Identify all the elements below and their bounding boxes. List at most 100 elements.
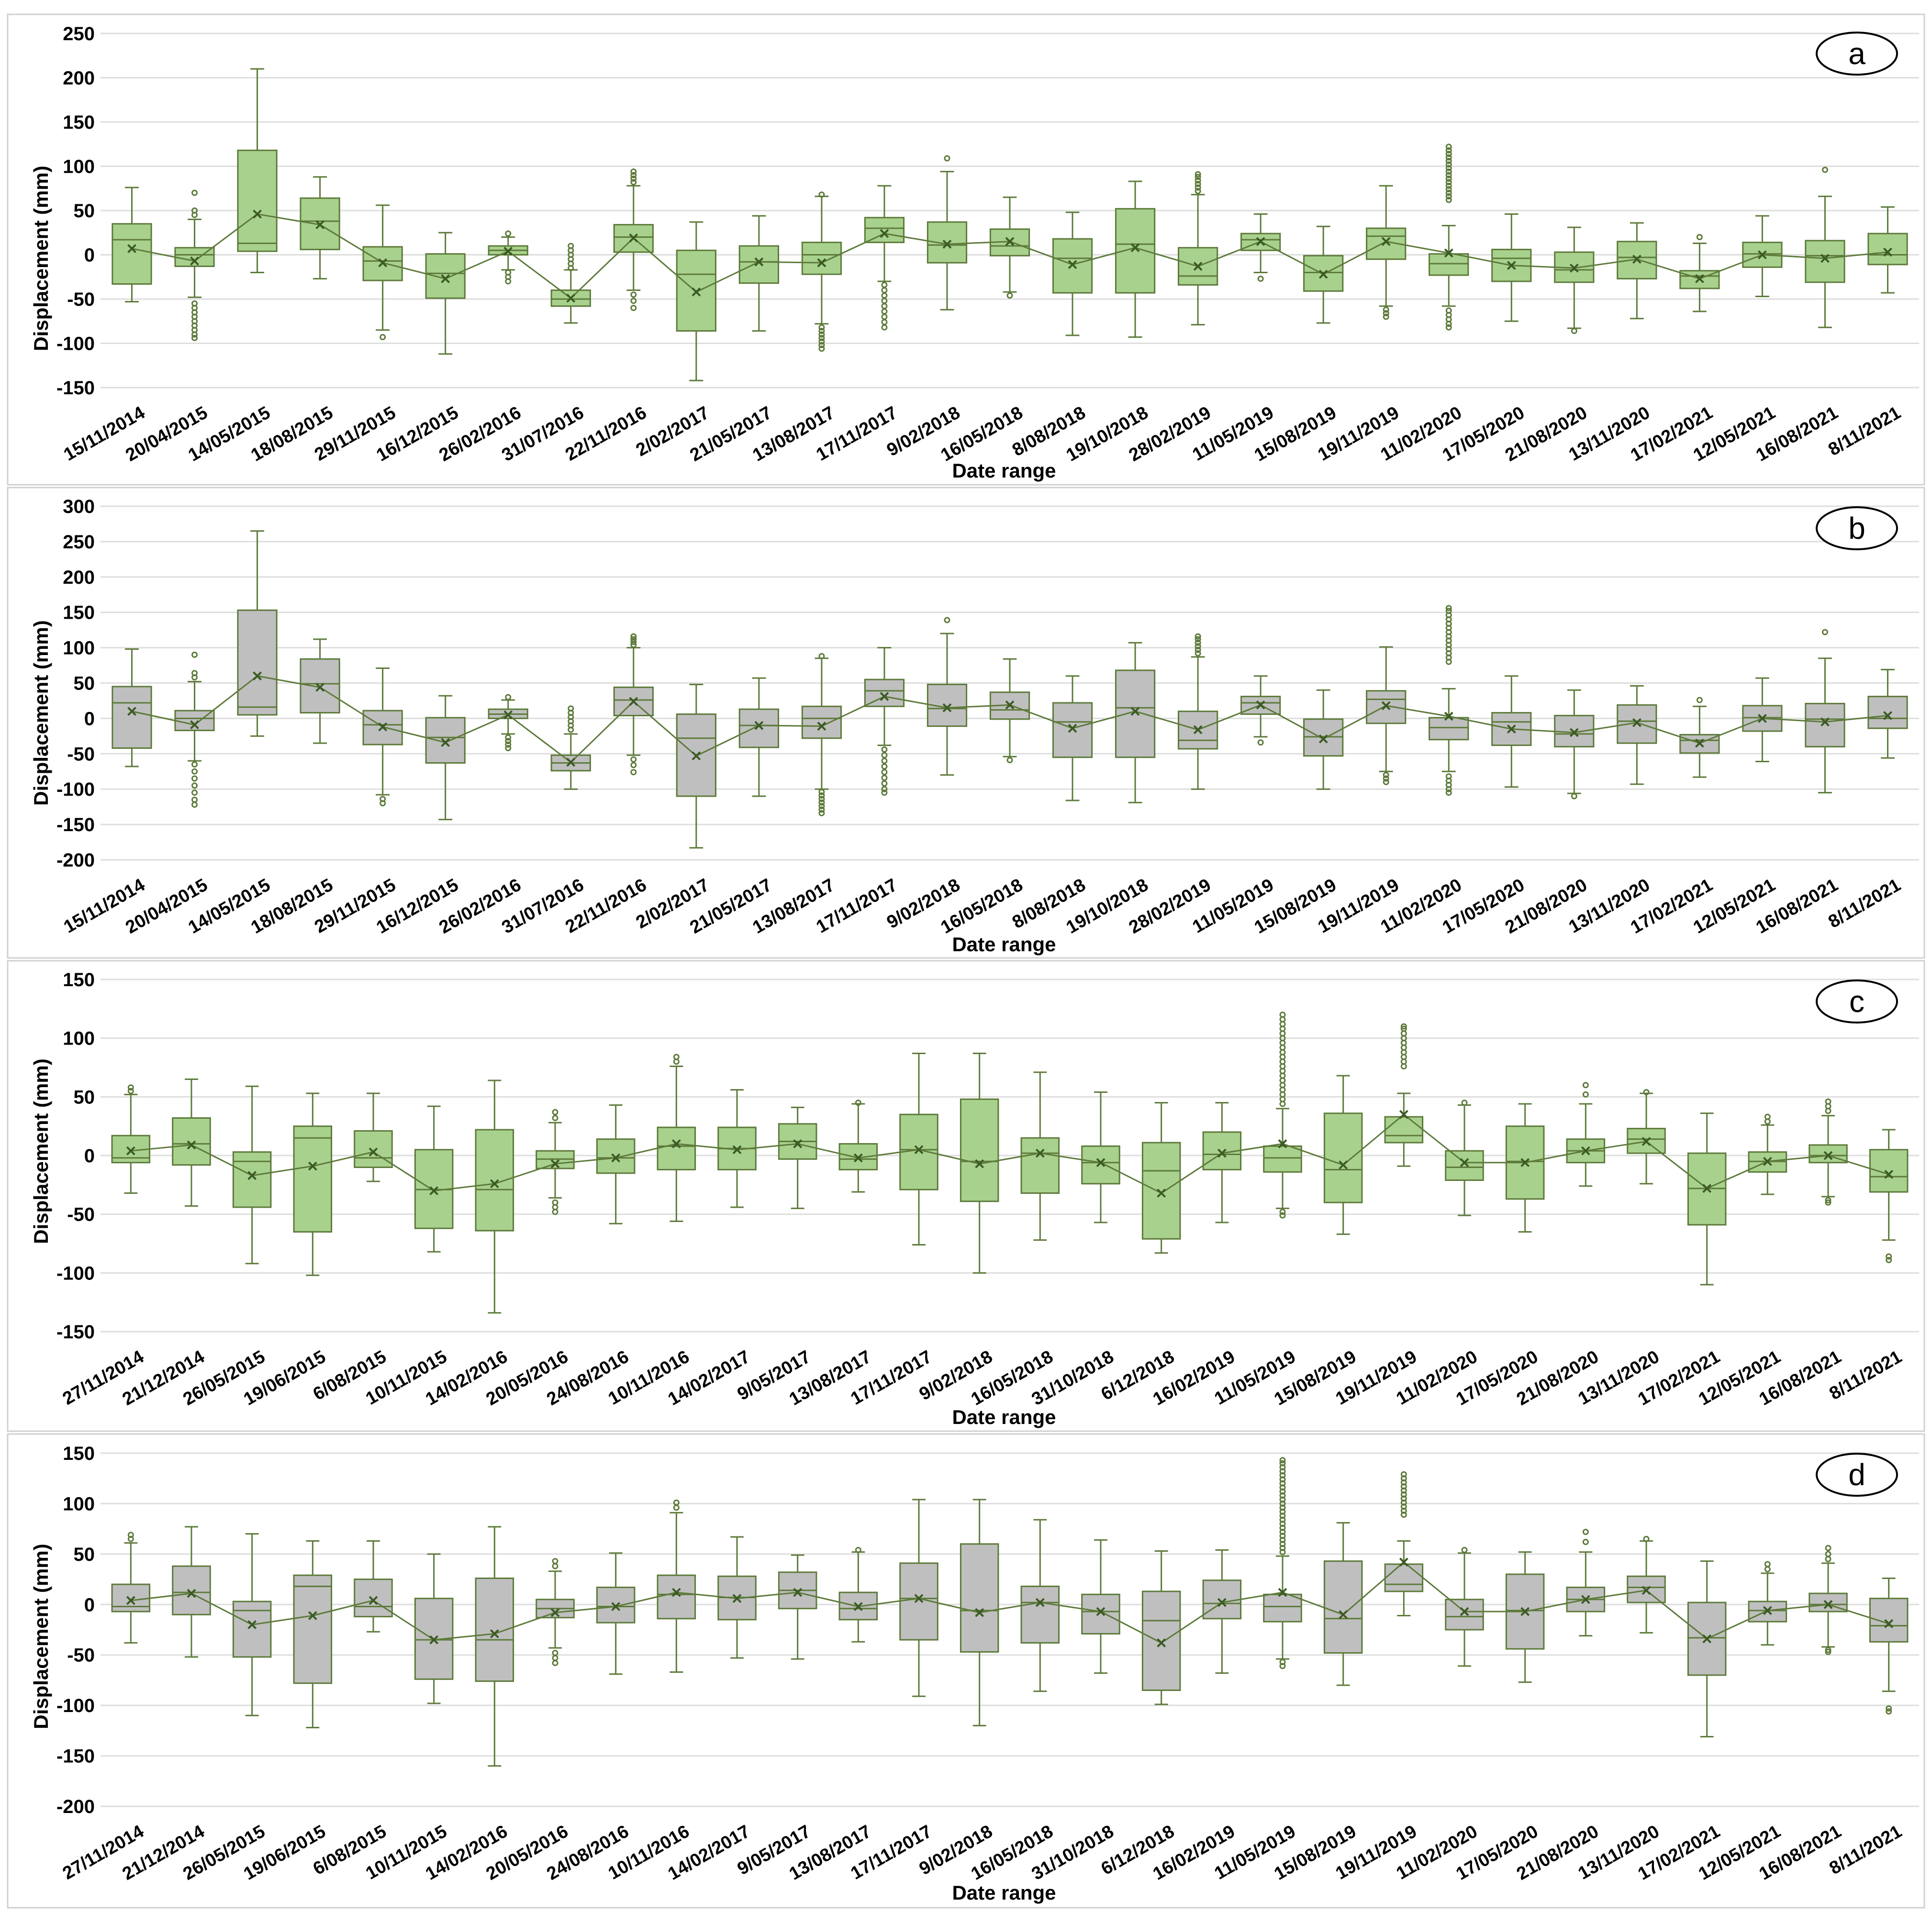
mean-marker <box>566 757 576 767</box>
outlier-point <box>1582 1528 1589 1535</box>
box-26/02/2016 <box>488 230 528 285</box>
mean-marker <box>247 1620 257 1629</box>
outlier-point <box>1582 1539 1589 1546</box>
iqr-box <box>1052 702 1093 758</box>
box-11/02/2020 <box>1445 1100 1484 1216</box>
iqr-box <box>1617 704 1657 744</box>
iqr-box <box>657 1574 696 1620</box>
outlier-point <box>1195 171 1201 178</box>
mean-marker <box>441 274 450 283</box>
outlier-point <box>818 792 825 799</box>
mean-marker <box>1399 1110 1408 1119</box>
y-tick-label: 150 <box>63 112 95 133</box>
iqr-box <box>293 1125 333 1233</box>
mean-marker <box>1507 724 1516 734</box>
mean-marker <box>1444 248 1453 258</box>
outlier-point <box>191 331 198 338</box>
outlier-point <box>1195 646 1201 653</box>
outlier-point <box>568 726 574 733</box>
y-tick-label: 200 <box>63 68 95 89</box>
outlier-point <box>1257 739 1264 746</box>
iqr-box <box>960 1543 999 1653</box>
outlier-point <box>1400 1023 1407 1030</box>
mean-marker <box>429 1635 439 1645</box>
outlier-point <box>1279 1663 1286 1669</box>
mean-marker <box>1581 1595 1590 1604</box>
outlier-point <box>1764 1561 1771 1568</box>
mean-marker <box>187 1589 196 1598</box>
mean-marker <box>1569 728 1579 737</box>
outlier-point <box>1445 193 1452 200</box>
gridlines <box>101 33 1919 389</box>
mean-marker <box>1130 707 1140 716</box>
panel-label-badge: a <box>1816 32 1898 76</box>
mean-marker <box>315 682 325 692</box>
x-axis-title: Date range <box>952 933 1056 956</box>
outlier-point <box>552 1109 558 1115</box>
outlier-point <box>1279 1476 1286 1483</box>
iqr-box <box>1627 1575 1666 1603</box>
outlier-point <box>1445 151 1452 157</box>
outlier-point <box>818 810 825 816</box>
outlier-point <box>191 768 198 775</box>
mean-marker <box>369 1147 378 1157</box>
outlier-point <box>1400 1479 1407 1486</box>
y-axis-title: Displacement (mm) <box>30 1058 52 1244</box>
x-axis-title: Date range <box>952 1406 1056 1428</box>
outlier-point <box>944 617 950 623</box>
outlier-point <box>127 1088 134 1094</box>
mean-trend <box>126 1557 1894 1647</box>
y-tick-label: 150 <box>63 969 95 990</box>
iqr-box <box>354 1579 393 1618</box>
mean-marker <box>880 229 889 238</box>
mean-marker <box>1884 1619 1894 1628</box>
box-19/11/2019 <box>1366 646 1407 785</box>
box-9/02/2018 <box>960 1053 999 1274</box>
outlier-point <box>1279 1488 1286 1495</box>
box-31/07/2016 <box>550 243 591 324</box>
mean-marker <box>308 1611 317 1620</box>
mean-marker <box>1217 1148 1227 1158</box>
mean-marker <box>1381 237 1391 246</box>
box-14/05/2015 <box>237 68 278 273</box>
outlier-point <box>630 639 637 645</box>
iqr-box <box>1867 696 1908 729</box>
outlier-point <box>552 1209 558 1215</box>
box-19/10/2018 <box>1115 642 1156 803</box>
mean-marker <box>1035 1148 1045 1158</box>
outlier-point <box>1461 1100 1468 1106</box>
outlier-point <box>1257 275 1264 282</box>
panel-label-badge: b <box>1816 506 1898 550</box>
mean-marker <box>1883 711 1892 720</box>
outlier-point <box>191 790 198 796</box>
outlier-point <box>1821 167 1828 173</box>
mean-marker <box>1581 1146 1590 1156</box>
outlier-point <box>1279 1460 1286 1467</box>
mean-marker <box>126 1146 135 1156</box>
outlier-point <box>1279 1472 1286 1479</box>
mean-marker <box>490 1629 499 1638</box>
mean-marker <box>1444 712 1453 721</box>
outlier-point <box>380 800 386 807</box>
iqr-box <box>237 609 278 716</box>
iqr-box <box>1323 1560 1363 1654</box>
mean-marker <box>611 1153 621 1163</box>
iqr-box <box>1805 702 1845 748</box>
mean-marker <box>754 257 764 267</box>
outlier-point <box>1445 786 1452 792</box>
box-9/05/2017 <box>778 1106 817 1209</box>
outlier-point <box>191 334 198 341</box>
iqr-box <box>801 705 842 739</box>
outlier-point <box>1279 1524 1286 1531</box>
gridlines <box>101 1452 1919 1807</box>
mean-marker <box>1507 261 1516 270</box>
mean-marker <box>1005 700 1015 710</box>
outlier-point <box>1279 1480 1286 1487</box>
outlier-point <box>1279 1496 1286 1503</box>
iqr-box <box>1805 240 1845 283</box>
mean-marker <box>308 1161 317 1171</box>
outlier-point <box>505 230 512 237</box>
outlier-point <box>1195 633 1201 640</box>
outlier-point <box>1825 1197 1831 1203</box>
